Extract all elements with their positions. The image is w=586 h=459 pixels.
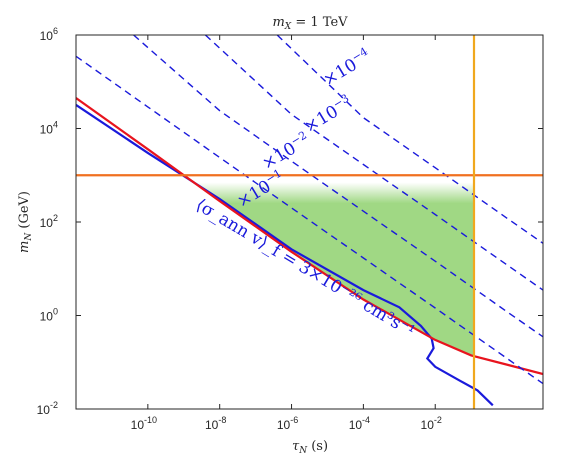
x-tick-label-0: 10-10	[131, 415, 157, 432]
series-line-3	[76, 55, 543, 385]
series-line-2	[76, 97, 543, 376]
y-tick-label-2: 102	[40, 213, 58, 230]
plot-area	[76, 35, 543, 409]
chart-title: mX = 1 TeV	[272, 15, 348, 32]
y-axis-label: mN (GeV)	[17, 191, 34, 253]
multiplier-label-2: ×10−2	[258, 129, 314, 175]
series-line-1	[76, 103, 494, 407]
series-line-5	[204, 35, 543, 291]
multiplier-label-0: ×10−4	[319, 45, 375, 91]
x-tick-label-2: 10-6	[277, 415, 298, 432]
x-tick-label-1: 10-8	[205, 415, 226, 432]
multiplier-label-1: ×10−3	[300, 92, 356, 138]
y-tick-label-0: 10-2	[37, 400, 58, 417]
series-line-4	[133, 35, 543, 338]
y-tick-label-1: 100	[40, 307, 58, 324]
allowed-region	[194, 182, 474, 357]
series-line-6	[276, 35, 543, 244]
x-axis-label: τN (s)	[292, 439, 328, 456]
y-tick-label-3: 104	[40, 120, 58, 137]
x-tick-label-4: 10-2	[421, 415, 442, 432]
y-axis: 10-2 100 102 104 106	[37, 26, 543, 417]
x-axis: 10-10 10-8 10-6 10-4 10-2	[131, 35, 442, 432]
x-tick-label-3: 10-4	[349, 415, 370, 432]
y-tick-label-4: 106	[40, 26, 58, 43]
